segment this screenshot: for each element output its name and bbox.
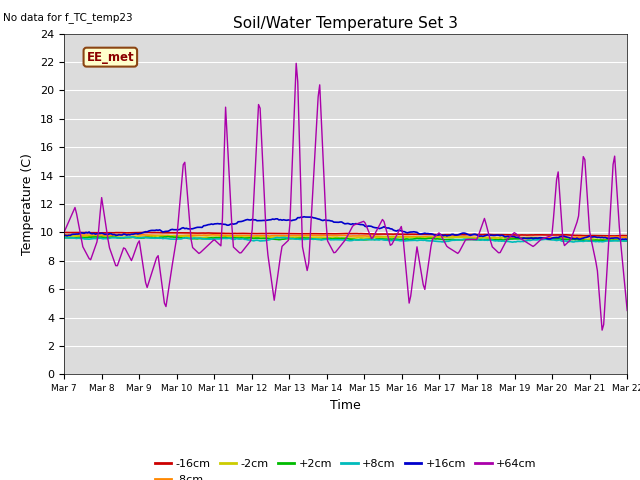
-2cm	[60, 233, 68, 239]
-2cm	[170, 233, 178, 239]
+16cm	[300, 214, 308, 220]
+8cm	[131, 235, 138, 240]
+16cm	[617, 237, 625, 242]
+8cm	[230, 237, 237, 242]
+64cm	[60, 229, 68, 235]
-2cm	[230, 234, 237, 240]
Y-axis label: Temperature (C): Temperature (C)	[22, 153, 35, 255]
-2cm	[623, 237, 631, 242]
Line: +2cm: +2cm	[64, 237, 627, 241]
-8cm	[230, 233, 237, 239]
+8cm	[623, 238, 631, 244]
-2cm	[258, 234, 266, 240]
-16cm	[593, 233, 601, 239]
+2cm	[593, 237, 601, 243]
+2cm	[258, 236, 266, 241]
+16cm	[247, 217, 255, 223]
+2cm	[60, 235, 68, 240]
-8cm	[543, 235, 551, 241]
+64cm	[129, 254, 137, 260]
+16cm	[228, 221, 236, 227]
X-axis label: Time: Time	[330, 399, 361, 412]
-8cm	[308, 232, 316, 238]
+8cm	[595, 239, 603, 245]
+8cm	[308, 236, 316, 242]
+2cm	[230, 235, 237, 240]
+2cm	[164, 234, 172, 240]
+16cm	[60, 233, 68, 239]
+16cm	[623, 237, 631, 242]
+64cm	[598, 327, 606, 333]
+64cm	[308, 205, 316, 211]
+16cm	[256, 218, 264, 224]
-16cm	[248, 230, 256, 236]
-16cm	[145, 229, 152, 235]
Line: -16cm: -16cm	[64, 232, 627, 236]
-16cm	[258, 230, 266, 236]
-2cm	[617, 237, 625, 243]
-2cm	[129, 234, 137, 240]
+16cm	[593, 235, 601, 240]
-8cm	[258, 233, 266, 239]
-16cm	[230, 230, 237, 236]
-16cm	[308, 231, 316, 237]
+2cm	[129, 234, 137, 240]
+2cm	[623, 238, 631, 244]
Text: No data for f_TC_temp23: No data for f_TC_temp23	[3, 12, 133, 23]
-16cm	[60, 229, 68, 235]
-8cm	[131, 232, 138, 238]
Line: -8cm: -8cm	[64, 235, 627, 238]
-16cm	[609, 233, 617, 239]
+8cm	[509, 240, 516, 245]
-8cm	[595, 234, 603, 240]
+2cm	[308, 236, 316, 241]
+16cm	[308, 214, 316, 220]
+8cm	[248, 238, 256, 243]
-2cm	[248, 234, 256, 240]
+8cm	[258, 238, 266, 244]
Line: +16cm: +16cm	[64, 217, 627, 240]
-8cm	[248, 233, 256, 239]
Text: EE_met: EE_met	[86, 51, 134, 64]
Legend: -16cm, -8cm, -2cm, +2cm, +8cm, +16cm, +64cm: -16cm, -8cm, -2cm, +2cm, +8cm, +16cm, +6…	[150, 455, 541, 480]
-8cm	[127, 232, 135, 238]
+64cm	[593, 268, 601, 274]
+64cm	[623, 308, 631, 313]
-8cm	[60, 232, 68, 238]
-2cm	[308, 234, 316, 240]
-8cm	[623, 235, 631, 240]
+2cm	[248, 235, 256, 241]
+16cm	[129, 231, 137, 237]
-16cm	[129, 230, 137, 236]
+64cm	[247, 238, 255, 244]
Line: +8cm: +8cm	[64, 237, 627, 242]
+8cm	[127, 234, 135, 240]
+64cm	[228, 223, 236, 228]
+64cm	[256, 105, 264, 111]
-2cm	[593, 237, 601, 242]
Line: +64cm: +64cm	[64, 63, 627, 330]
+2cm	[620, 238, 628, 244]
+8cm	[60, 235, 68, 240]
Line: -2cm: -2cm	[64, 236, 627, 240]
+64cm	[292, 60, 300, 66]
-16cm	[623, 233, 631, 239]
Title: Soil/Water Temperature Set 3: Soil/Water Temperature Set 3	[233, 16, 458, 31]
